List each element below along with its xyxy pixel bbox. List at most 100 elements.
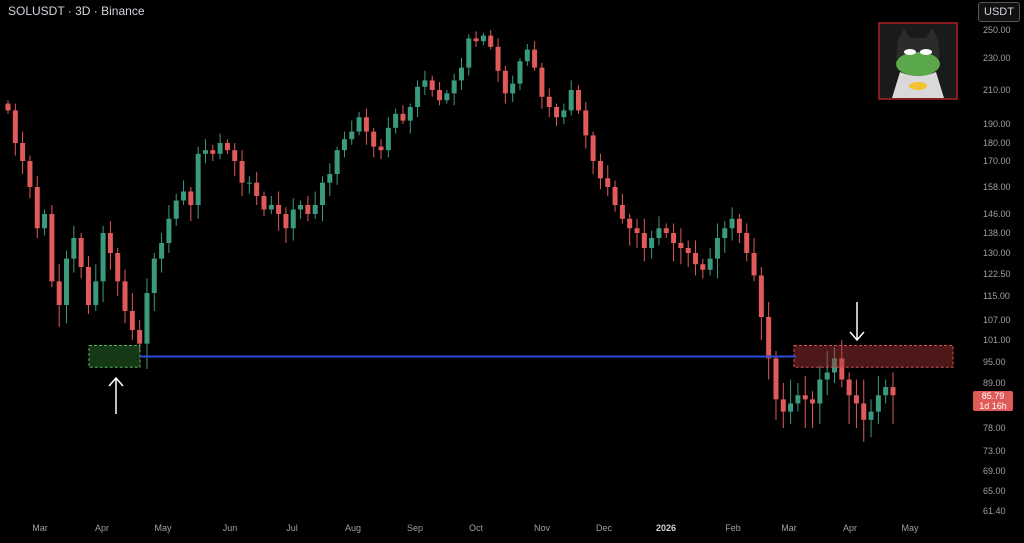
candle-body [137, 330, 143, 344]
candle-body [480, 35, 486, 42]
candle-body [173, 200, 179, 219]
candle-body [298, 205, 304, 210]
candle-body [49, 214, 55, 282]
support-zone [88, 345, 141, 368]
candle-body [188, 191, 194, 205]
candle-body [839, 358, 845, 380]
y-tick-label: 101.00 [983, 335, 1011, 345]
candle-body [429, 80, 435, 90]
candle-body [64, 258, 70, 305]
candle-body [451, 80, 457, 94]
candle-body [714, 238, 720, 259]
candle-body [590, 135, 596, 161]
x-tick-label: Aug [345, 523, 361, 533]
candle-body [875, 395, 881, 412]
candle-body [524, 49, 530, 62]
candle-body [217, 143, 223, 154]
candle-body [707, 258, 713, 270]
x-tick-label: Nov [534, 523, 551, 533]
candle-body [700, 264, 706, 270]
candle-body [744, 233, 750, 253]
candle-body [327, 174, 333, 183]
down-arrow-icon [849, 302, 865, 342]
candle-body [224, 143, 230, 151]
candle-body [539, 67, 545, 97]
candle-body [34, 187, 40, 229]
candle-body [729, 218, 735, 229]
y-tick-label: 95.00 [983, 357, 1006, 367]
candle-body [795, 395, 801, 404]
candle-body [597, 161, 603, 179]
candle-body [627, 218, 633, 229]
y-tick-label: 69.00 [983, 466, 1006, 476]
currency-button[interactable]: USDT [978, 2, 1020, 22]
candle-body [415, 86, 421, 107]
candle-body [693, 253, 699, 265]
y-tick-label: 115.00 [983, 291, 1010, 301]
y-tick-label: 170.00 [983, 156, 1011, 166]
candle-body [824, 372, 830, 380]
candle-body [437, 90, 443, 101]
candle-body [736, 218, 742, 233]
candle-body [517, 61, 523, 84]
candle-body [890, 387, 896, 396]
candle-body [85, 267, 91, 305]
candle-body [334, 150, 340, 174]
candle-body [605, 178, 611, 187]
candle-body [868, 411, 874, 420]
candle-body [210, 150, 216, 154]
candle-body [751, 253, 757, 276]
y-tick-label: 130.00 [983, 248, 1011, 258]
chart-title: SOLUSDT · 3D · Binance [8, 4, 145, 18]
current-price: 85.79 [981, 391, 1005, 401]
candle-body [663, 228, 669, 233]
candle-body [641, 233, 647, 248]
candle-body [290, 209, 296, 229]
candle-body [671, 233, 677, 243]
candle-body [100, 233, 106, 282]
candle-body [502, 70, 508, 94]
candle-body [254, 182, 260, 196]
candle-body [5, 103, 11, 111]
x-tick-label: Feb [725, 523, 741, 533]
candle-body [649, 238, 655, 248]
candle-body [122, 281, 128, 311]
candle-body [356, 117, 362, 132]
candle-body [385, 127, 391, 151]
candle-countdown: 1d 16h [979, 401, 1007, 411]
candle-body [159, 243, 165, 259]
candle-body [71, 238, 77, 259]
candle-body [473, 38, 479, 42]
current-price-tag: 85.79 1d 16h [973, 391, 1013, 411]
y-tick-label: 61.40 [983, 506, 1006, 516]
y-tick-label: 180.00 [983, 138, 1011, 148]
y-tick-label: 250.00 [983, 25, 1011, 35]
candle-body [246, 182, 252, 184]
candle-body [612, 187, 618, 205]
candle-body [56, 281, 62, 305]
x-tick-label: May [901, 523, 919, 533]
candle-body [312, 205, 318, 214]
resistance-zone [793, 345, 954, 368]
candle-body [202, 150, 208, 154]
candle-body [349, 131, 355, 140]
candle-body [268, 205, 274, 210]
candle-body [341, 139, 347, 151]
candle-body [656, 228, 662, 238]
candle-body [766, 317, 772, 359]
candle-body [510, 83, 516, 94]
y-tick-label: 146.00 [983, 209, 1011, 219]
candle-body [853, 395, 859, 404]
candle-body [422, 80, 428, 87]
y-tick-label: 138.00 [983, 228, 1011, 238]
y-tick-label: 158.00 [983, 182, 1011, 192]
candle-body [788, 403, 794, 412]
candle-body [561, 110, 567, 118]
candle-body [554, 107, 560, 118]
x-tick-label: Mar [781, 523, 797, 533]
candle-body [817, 379, 823, 404]
candle-body [239, 161, 245, 183]
candle-body [181, 191, 187, 201]
candle-body [722, 228, 728, 238]
